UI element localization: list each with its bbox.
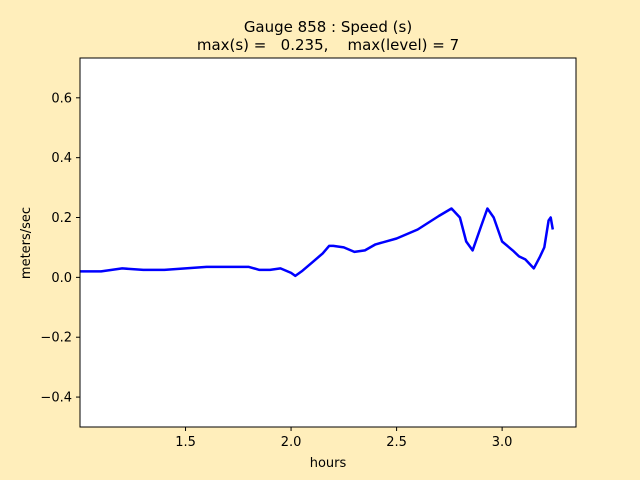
y-tick-label: 0.0	[51, 271, 72, 286]
y-axis-label: meters/sec	[19, 207, 34, 279]
x-tick-label: 3.0	[492, 435, 513, 450]
x-tick-label: 1.5	[175, 435, 196, 450]
plot-area	[80, 58, 576, 427]
y-tick-label: 0.4	[51, 151, 72, 166]
y-axis: −0.4 −0.2 0.0 0.2 0.4 0.6	[40, 91, 80, 406]
chart-title-line1: Gauge 858 : Speed (s)	[244, 18, 412, 36]
x-tick-label: 2.5	[386, 435, 407, 450]
y-tick-label: −0.2	[40, 331, 72, 346]
x-tick-label: 2.0	[281, 435, 302, 450]
x-axis-label: hours	[310, 456, 347, 471]
y-tick-label: 0.2	[51, 211, 72, 226]
series-line	[80, 207, 555, 278]
chart-title-line2: max(s) = 0.235, max(level) = 7	[197, 36, 459, 54]
y-tick-label: 0.6	[51, 91, 72, 106]
x-axis: 1.5 2.0 2.5 3.0	[175, 427, 512, 450]
series-layer	[80, 207, 555, 278]
plot-frame	[79, 57, 577, 428]
y-tick-label: −0.4	[40, 391, 72, 406]
